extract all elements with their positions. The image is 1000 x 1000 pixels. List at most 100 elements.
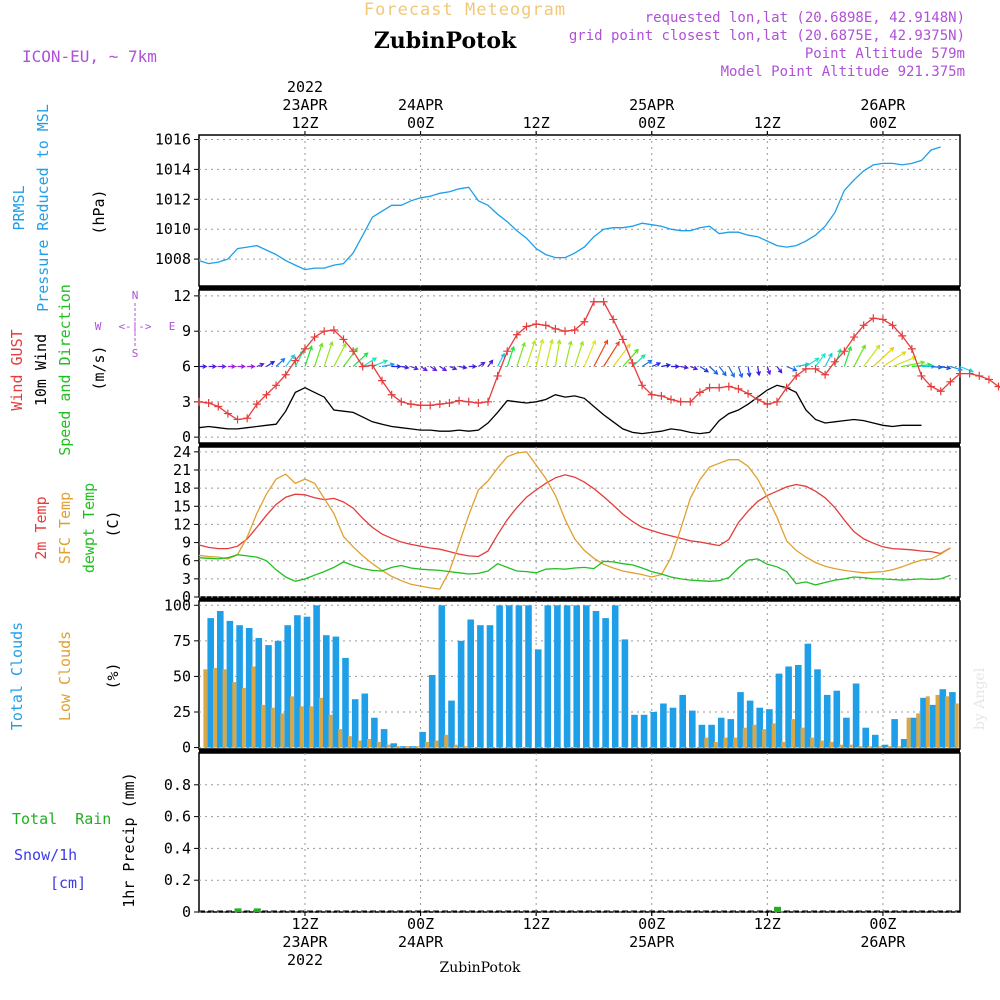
wind-direction-arrow — [237, 364, 246, 369]
wind-direction-arrow — [352, 352, 369, 367]
top-time-label: 12Z — [523, 114, 550, 132]
wind-direction-arrow — [766, 366, 772, 376]
sfc-temp-line — [198, 451, 951, 590]
wind-gust-line-point — [869, 314, 878, 323]
wind-direction-arrow — [892, 356, 917, 368]
wind-gust-line-point — [676, 397, 685, 406]
total-cloud-bar — [400, 746, 407, 748]
dewpoint-line — [198, 554, 951, 586]
wind-gust-line-point — [503, 347, 512, 356]
rain-bar — [253, 908, 261, 912]
wind-unit: (m/s) — [90, 345, 108, 390]
top-time-label: 00Z — [638, 114, 665, 132]
low-cloud-bar — [434, 740, 439, 748]
total-cloud-bar — [313, 605, 320, 748]
bottom-time-label: 00Z — [407, 915, 434, 933]
total-cloud-bar — [727, 719, 735, 748]
wind-gust-line-point — [628, 358, 637, 367]
low-cloud-bar — [954, 703, 959, 748]
wind-gust-line-point — [252, 400, 261, 409]
total-cloud-bar — [949, 692, 956, 748]
wind-panel: 0 3 6 9 12 — [173, 287, 1000, 446]
wind-gust-line-point — [599, 297, 608, 306]
wind-gust-line-point — [657, 391, 666, 400]
total-cloud-bar — [380, 729, 388, 748]
low-cloud-bar — [848, 744, 853, 748]
wind-gust-line-point — [984, 375, 993, 384]
top-time-label: 25APR — [629, 96, 675, 114]
wind-direction-arrow — [391, 364, 402, 369]
total-cloud-bar — [534, 649, 542, 748]
top-time-label: 23APR — [282, 96, 328, 114]
low-cloud-bar — [405, 746, 410, 748]
t2m-label: 2m Temp — [32, 496, 50, 559]
watermark: by Angel — [972, 667, 988, 730]
low-cloud-bar — [762, 729, 767, 748]
wind-gust-line-point — [801, 364, 810, 373]
direction-label: Speed and Direction — [56, 284, 74, 456]
wind-gust-line-point — [204, 398, 213, 407]
wind-direction-arrow — [362, 357, 378, 368]
total-cloud-bar — [448, 700, 455, 748]
rain-label: Total Rain — [12, 810, 111, 828]
low-cloud-bar — [386, 744, 391, 748]
low-cloud-bar — [742, 727, 747, 748]
total-cloud-bar — [217, 611, 224, 748]
wind-direction-arrow — [737, 366, 744, 379]
low-cloud-bar — [935, 694, 940, 748]
total-cloud-bar — [669, 707, 677, 748]
wind-gust-line-point — [483, 397, 492, 406]
low-cloud-bar — [771, 723, 776, 748]
low-cloud-bar — [280, 713, 285, 748]
compass-legend: N S W E <-|-> — [95, 289, 176, 360]
total-cloud-bar — [294, 615, 301, 748]
rain-bar — [774, 906, 781, 912]
total-cloud-bar — [746, 700, 754, 748]
low-cloud-bar — [251, 666, 256, 748]
low-cloud-bar — [896, 746, 901, 748]
wind-gust-line-point — [715, 383, 724, 392]
wind-gust-line-point — [435, 400, 444, 409]
y-tick-label: 0.2 — [164, 871, 191, 889]
total-cloud-bar — [689, 710, 696, 748]
wind-direction-arrow — [439, 365, 448, 372]
footer-location: ZubinPotok — [439, 960, 521, 976]
total-cloud-bar — [920, 697, 927, 748]
wind-gust-line-point — [474, 398, 483, 407]
wind-gust-line-point — [339, 335, 348, 344]
wind-gust-line-point — [291, 356, 300, 365]
low-cloud-bar — [309, 706, 314, 748]
wind-direction-arrow — [853, 344, 866, 367]
y-tick-label: 24 — [173, 443, 191, 461]
wind-direction-arrow — [554, 339, 562, 367]
low-cloud-bar — [222, 669, 227, 748]
wind-gust-line-point — [349, 347, 358, 356]
wind-direction-arrow — [959, 365, 975, 373]
low-cloud-bar — [868, 746, 872, 748]
temp-unit: (C) — [104, 510, 122, 537]
total-cloud-bar — [737, 692, 744, 748]
wind-gust-line-point — [493, 371, 502, 380]
wind-gust-line-point — [965, 369, 974, 378]
low-cloud-bar — [810, 737, 815, 748]
cloud-unit: (%) — [104, 662, 122, 689]
bottom-time-label: 12Z — [291, 915, 318, 933]
forecast-meteogram-title: Forecast Meteogram — [364, 0, 566, 20]
wind-direction-arrow — [381, 362, 396, 368]
total-cloud-bar — [303, 616, 311, 748]
wind-gust-line-point — [329, 326, 338, 335]
wind-gust-line-point — [763, 400, 772, 409]
total-cloud-bar — [274, 640, 282, 748]
y-tick-label: 9 — [182, 322, 191, 340]
temperature-frame — [198, 446, 961, 598]
y-tick-label: 6 — [182, 552, 191, 570]
wind-gust-line-point — [589, 297, 598, 306]
total-cloud-bar — [602, 618, 609, 748]
total-cloud-bar — [506, 605, 513, 748]
total-cloud-bar — [284, 625, 291, 748]
wind-gust-line-point — [686, 397, 695, 406]
bottom-time-label: 25APR — [629, 933, 675, 951]
wind-gust-line-point — [233, 415, 242, 424]
top-time-label: 26APR — [860, 96, 906, 114]
